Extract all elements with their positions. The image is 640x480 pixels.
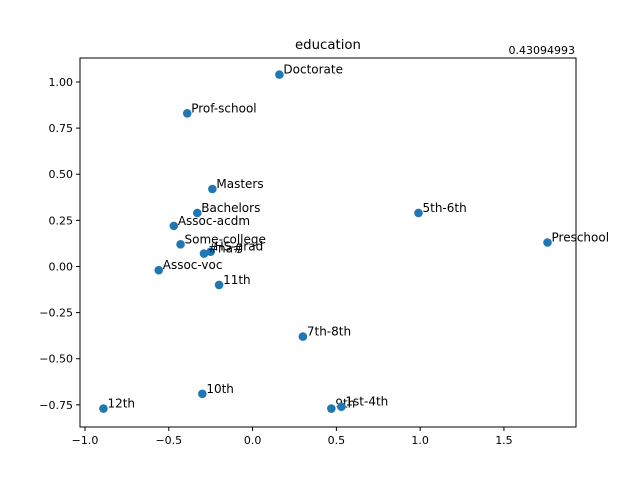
point-label: Prof-school (191, 101, 256, 115)
data-point (198, 389, 207, 399)
point-label: HS-grad (215, 240, 264, 254)
data-point (182, 109, 192, 118)
point-label: 10th (206, 382, 234, 396)
point-label: Bachelors (201, 201, 260, 215)
chart-title: education (295, 38, 361, 53)
corner-annotation: 0.43094993 (509, 44, 575, 57)
y-tick-label: −0.75 (39, 399, 73, 412)
data-point (199, 249, 209, 258)
data-point (414, 208, 423, 218)
y-tick-label: 0.50 (49, 168, 74, 181)
point-label: 1st-4th (345, 395, 388, 409)
point-label: Masters (216, 177, 263, 191)
point-label: 7th-8th (307, 325, 351, 339)
y-tick-label: −0.50 (39, 353, 73, 366)
point-label: Assoc-acdm (178, 214, 250, 228)
point-label: 5th-6th (422, 201, 466, 215)
data-point (208, 184, 217, 194)
y-tick-label: 0.00 (49, 260, 74, 273)
data-point (275, 70, 284, 79)
data-point (206, 247, 216, 257)
point-label: Preschool (552, 231, 610, 245)
data-point (327, 404, 336, 413)
data-point (214, 280, 224, 290)
point-label: Some-college (185, 232, 266, 246)
data-point (169, 221, 179, 231)
data-point (337, 402, 346, 412)
point-label: Assoc-voc (163, 258, 223, 272)
point-label: 11th (223, 273, 251, 287)
x-tick-label: 0.5 (328, 434, 346, 447)
axes-frame (79, 57, 577, 428)
y-tick-label: 0.25 (49, 214, 74, 227)
point-label: 12th (107, 397, 135, 411)
y-tick-label: 1.00 (49, 76, 74, 89)
data-point (99, 404, 108, 413)
y-tick-label: −0.25 (39, 307, 73, 320)
x-tick-label: −1.0 (72, 434, 99, 447)
point-label: Doctorate (283, 63, 343, 77)
x-tick-label: −0.5 (155, 434, 182, 447)
point-label: #na# (208, 242, 243, 256)
x-tick-label: 1.0 (411, 434, 429, 447)
data-point (543, 238, 552, 247)
y-tick-label: 0.75 (49, 122, 74, 135)
data-point (154, 265, 164, 275)
data-point (176, 240, 185, 249)
x-tick-label: 1.5 (495, 434, 513, 447)
plot-area: −1.0 −0.5 0.0 0.5 1.0 1.5 −0.75 −0.50 −0.25 0.00 0… (39, 63, 609, 447)
x-tick-label: 0.0 (244, 434, 262, 447)
data-point (192, 208, 202, 218)
data-point (298, 332, 308, 341)
